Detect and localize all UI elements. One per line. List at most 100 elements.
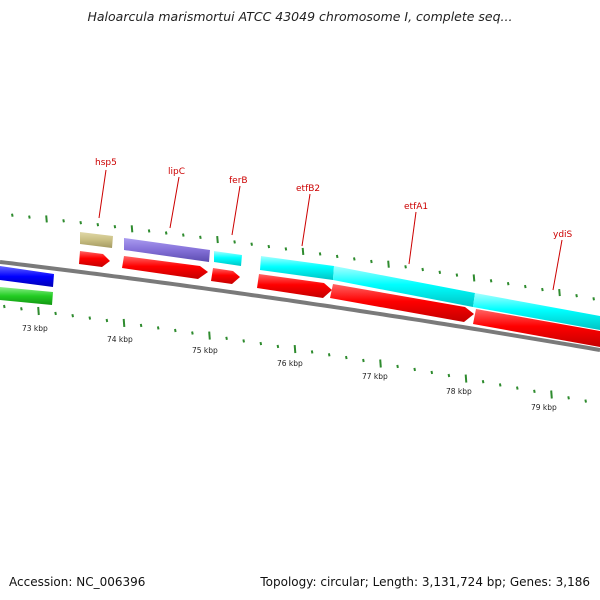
inner-tick-mark xyxy=(208,331,211,340)
etfB2-cyan-feature xyxy=(260,256,334,280)
inner-tick-mark xyxy=(191,331,194,335)
hsp5-feature xyxy=(80,232,113,248)
kbp-label-76: 76 kbp xyxy=(277,359,303,368)
outer-tick-mark xyxy=(199,235,202,239)
outer-tick-mark xyxy=(506,282,510,286)
outer-tick-mark xyxy=(335,254,339,259)
inner-tick-mark xyxy=(71,314,74,318)
inner-tick-mark xyxy=(430,370,434,375)
green-feature xyxy=(0,287,53,305)
outer-tick-mark xyxy=(301,247,305,255)
etfA1-cyan-feature xyxy=(333,266,475,307)
outer-tick-mark xyxy=(233,240,236,244)
outer-tick-mark xyxy=(267,244,271,249)
map-title: Haloarcula marismortui ATCC 43049 chromo… xyxy=(87,9,513,24)
outer-tick-mark xyxy=(164,231,168,235)
lipC-leader xyxy=(169,176,180,229)
lipC-cds-arrow xyxy=(122,256,208,279)
etfB2-label: etfB2 xyxy=(296,184,320,194)
inner-tick-mark xyxy=(242,339,245,343)
ferB-leader xyxy=(231,185,241,236)
kbp-labels: 73 kbp 74 kbp 75 kbp 76 kbp 77 kbp 78 kb… xyxy=(22,324,557,412)
inner-tick-mark xyxy=(105,318,109,323)
gene-labels: hsp5 lipC ferB etfB2 etfA1 ydiS xyxy=(95,158,573,291)
hsp5-label: hsp5 xyxy=(95,158,117,168)
outer-tick-mark xyxy=(130,225,134,233)
outer-tick-mark xyxy=(250,242,253,246)
blue-feature xyxy=(0,266,54,287)
hsp5-leader xyxy=(98,169,107,219)
inner-tick-mark xyxy=(3,304,6,309)
outer-tick-mark xyxy=(147,229,151,233)
kbp-label-79: 79 kbp xyxy=(531,403,557,412)
ydiS-cyan-feature xyxy=(473,293,600,330)
outer-tick-mark xyxy=(558,289,561,297)
outer-tick-mark xyxy=(318,252,322,256)
etfB2-cds-arrow xyxy=(257,274,332,298)
ferB-cds-arrow xyxy=(211,268,240,284)
inner-tick-mark xyxy=(481,380,485,384)
inner-tick-mark xyxy=(464,374,468,383)
outer-tick-mark xyxy=(592,297,595,301)
inner-tick-mark xyxy=(447,373,451,378)
outer-tick-mark xyxy=(79,221,82,225)
inner-tick-mark xyxy=(276,344,280,349)
inner-tick-mark xyxy=(156,326,160,330)
etfA1-leader xyxy=(408,211,417,265)
kbp-label-78: 78 kbp xyxy=(446,387,472,396)
outer-tick-mark xyxy=(45,215,48,223)
etfA1-cds-arrow xyxy=(330,284,474,322)
outer-tick-mark xyxy=(62,219,65,223)
outer-tick-mark xyxy=(472,274,476,282)
inner-tick-mark xyxy=(413,367,416,372)
topology-text: Topology: circular; Length: 3,131,724 bp… xyxy=(260,575,590,589)
inner-tick-mark xyxy=(293,345,297,354)
ydiS-cds-arrow xyxy=(473,309,600,347)
inner-tick-mark xyxy=(122,318,126,327)
outer-tick-mark xyxy=(404,265,407,269)
outer-tick-mark xyxy=(96,223,100,227)
kbp-label-74: 74 kbp xyxy=(107,335,133,344)
outer-tick-mark xyxy=(353,257,356,261)
inner-tick-mark xyxy=(362,358,365,363)
outer-tick-mark xyxy=(387,260,390,268)
hsp5-cds-arrow xyxy=(79,251,110,267)
outer-tick-mark xyxy=(284,247,288,251)
outer-tick-mark xyxy=(182,233,185,237)
outer-tick-mark xyxy=(370,259,373,264)
inner-tick-mark xyxy=(379,359,382,368)
etfA1-label: etfA1 xyxy=(404,202,428,212)
inner-tick-mark xyxy=(174,328,177,333)
inner-tick-ring xyxy=(3,304,587,403)
outer-tick-mark xyxy=(541,287,544,292)
inner-tick-mark xyxy=(498,383,502,387)
outer-tick-mark xyxy=(489,279,493,283)
inner-tick-mark xyxy=(54,311,57,316)
inner-tick-mark xyxy=(533,389,536,393)
outer-tick-mark xyxy=(524,284,527,289)
inner-tick-mark xyxy=(88,316,92,320)
kbp-label-75: 75 kbp xyxy=(192,346,218,355)
inner-tick-mark xyxy=(327,353,331,357)
inner-tick-mark xyxy=(396,364,399,369)
outer-tick-mark xyxy=(421,267,424,272)
inner-tick-mark xyxy=(584,399,587,403)
inner-tick-mark xyxy=(310,350,314,354)
ydiS-label: ydiS xyxy=(553,230,573,240)
outer-tick-mark xyxy=(11,213,14,217)
outer-tick-mark xyxy=(216,236,219,244)
inner-tick-mark xyxy=(139,323,143,328)
kbp-label-77: 77 kbp xyxy=(362,372,388,381)
inner-tick-mark xyxy=(259,341,263,346)
outer-tick-mark xyxy=(28,215,31,219)
inner-tick-mark xyxy=(550,390,553,399)
kbp-label-73: 73 kbp xyxy=(22,324,48,333)
outer-tick-mark xyxy=(575,294,578,298)
chromosome-backbone xyxy=(0,260,600,352)
inner-tick-mark xyxy=(567,396,570,400)
etfB2-leader xyxy=(301,193,311,247)
ferB-feature xyxy=(214,251,242,266)
inner-tick-mark xyxy=(225,336,228,340)
inner-tick-mark xyxy=(20,307,23,311)
